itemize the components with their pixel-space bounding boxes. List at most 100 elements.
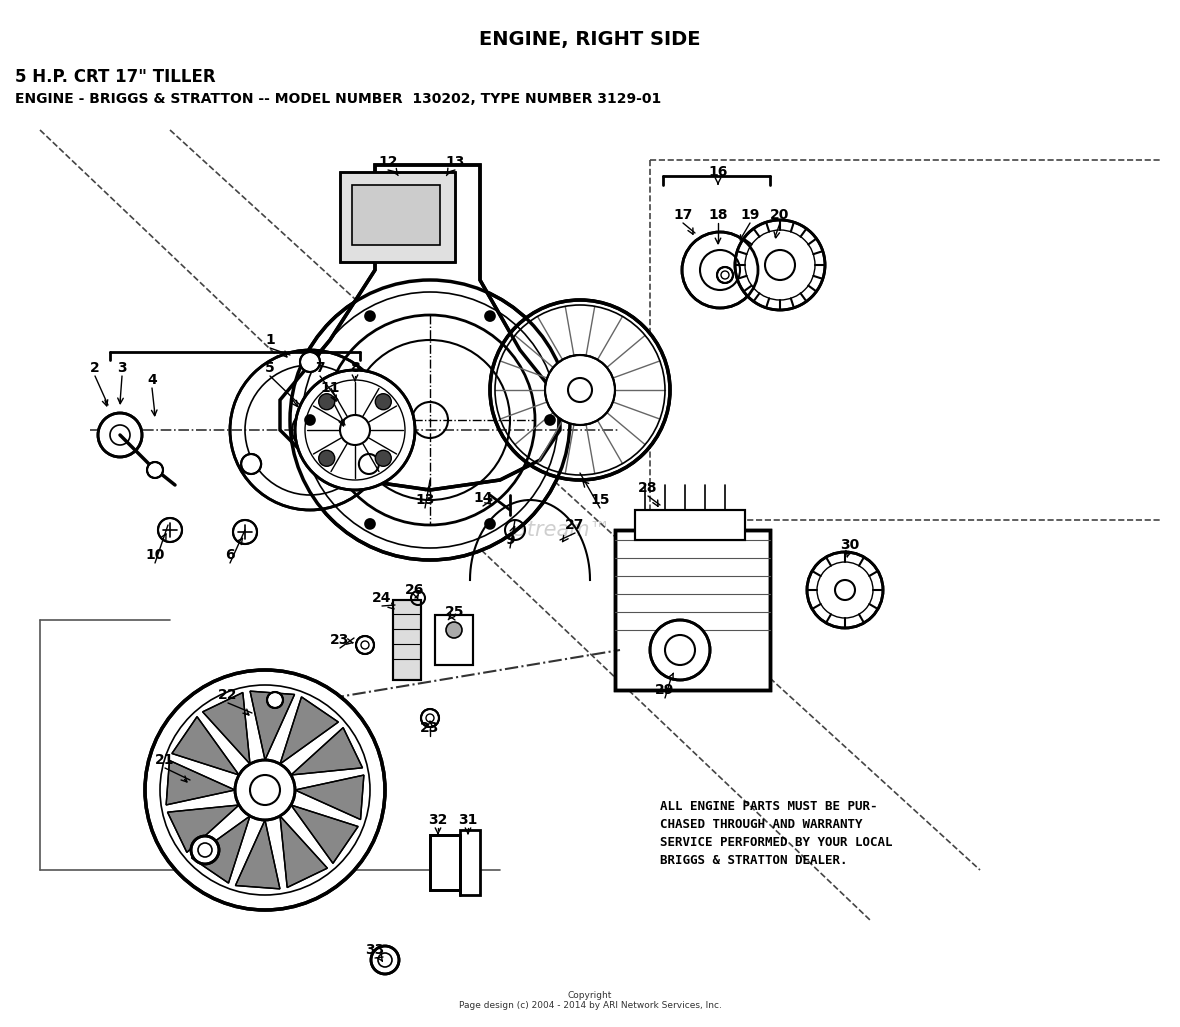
Polygon shape	[280, 816, 327, 887]
Circle shape	[319, 450, 335, 466]
Text: 23: 23	[420, 721, 440, 735]
Circle shape	[807, 551, 883, 627]
Circle shape	[485, 519, 494, 529]
Text: 20: 20	[771, 208, 789, 222]
Polygon shape	[191, 816, 250, 883]
Circle shape	[241, 454, 261, 474]
Circle shape	[158, 518, 182, 542]
Circle shape	[319, 393, 335, 410]
Bar	[615, 530, 771, 690]
Circle shape	[191, 836, 219, 864]
Text: 24: 24	[372, 591, 392, 605]
Bar	[435, 615, 473, 665]
Text: 3: 3	[117, 362, 126, 375]
Polygon shape	[172, 717, 240, 775]
Circle shape	[365, 311, 375, 321]
Circle shape	[145, 670, 385, 910]
Circle shape	[148, 462, 163, 478]
Text: Copyright
Page design (c) 2004 - 2014 by ARI Network Services, Inc.: Copyright Page design (c) 2004 - 2014 by…	[459, 991, 721, 1010]
Text: 7: 7	[315, 362, 324, 375]
Text: 6: 6	[225, 548, 235, 562]
Polygon shape	[280, 697, 339, 764]
Polygon shape	[291, 727, 362, 775]
Circle shape	[356, 636, 374, 654]
Polygon shape	[236, 820, 280, 889]
Text: ENGINE - BRIGGS & STRATTON -- MODEL NUMBER  130202, TYPE NUMBER 3129-01: ENGINE - BRIGGS & STRATTON -- MODEL NUMB…	[15, 92, 661, 106]
Bar	[340, 172, 455, 262]
Text: 9: 9	[505, 533, 514, 547]
Text: 11: 11	[320, 381, 340, 395]
Text: 8: 8	[350, 362, 360, 375]
Text: 5: 5	[266, 362, 275, 375]
Circle shape	[650, 620, 710, 680]
Circle shape	[235, 760, 295, 820]
Bar	[615, 530, 771, 690]
Text: 27: 27	[565, 518, 584, 532]
Circle shape	[421, 709, 439, 727]
Text: 25: 25	[445, 605, 465, 619]
Polygon shape	[250, 691, 295, 760]
Bar	[635, 510, 745, 540]
Circle shape	[545, 355, 615, 425]
Circle shape	[300, 352, 320, 372]
Bar	[430, 835, 460, 890]
Bar	[393, 600, 421, 680]
Text: 30: 30	[840, 538, 859, 551]
Circle shape	[295, 370, 415, 490]
Bar	[635, 510, 745, 540]
Bar	[435, 615, 473, 665]
Text: 4: 4	[148, 373, 157, 387]
Text: 21: 21	[156, 753, 175, 767]
Text: ARI PartStream™: ARI PartStream™	[430, 520, 610, 540]
Circle shape	[375, 450, 392, 466]
Text: 13: 13	[415, 493, 434, 507]
Circle shape	[290, 280, 570, 560]
Bar	[352, 185, 440, 245]
Text: 14: 14	[473, 491, 493, 505]
Text: 2: 2	[90, 362, 100, 375]
Text: 22: 22	[218, 688, 237, 702]
Polygon shape	[203, 692, 250, 764]
Text: 5 H.P. CRT 17" TILLER: 5 H.P. CRT 17" TILLER	[15, 68, 216, 86]
Circle shape	[365, 519, 375, 529]
Bar	[340, 172, 455, 262]
Text: 16: 16	[708, 165, 728, 179]
Polygon shape	[280, 165, 560, 490]
Bar	[430, 835, 460, 890]
Circle shape	[682, 232, 758, 308]
Circle shape	[490, 300, 670, 480]
Text: 18: 18	[708, 208, 728, 222]
Text: 23: 23	[330, 633, 349, 647]
Text: 31: 31	[458, 813, 478, 827]
Text: 13: 13	[445, 155, 465, 169]
Text: 17: 17	[674, 208, 693, 222]
Text: 15: 15	[590, 493, 610, 507]
Circle shape	[485, 311, 494, 321]
Text: ENGINE, RIGHT SIDE: ENGINE, RIGHT SIDE	[479, 30, 701, 49]
Circle shape	[359, 454, 379, 474]
Circle shape	[267, 692, 283, 708]
Text: 12: 12	[379, 155, 398, 169]
Circle shape	[232, 520, 257, 544]
Text: 26: 26	[405, 583, 425, 597]
Text: ALL ENGINE PARTS MUST BE PUR-
CHASED THROUGH AND WARRANTY
SERVICE PERFORMED BY Y: ALL ENGINE PARTS MUST BE PUR- CHASED THR…	[660, 800, 892, 867]
Polygon shape	[291, 805, 358, 864]
Polygon shape	[295, 775, 363, 820]
Bar	[460, 830, 480, 895]
Circle shape	[98, 413, 142, 457]
Text: 19: 19	[740, 208, 760, 222]
Text: 28: 28	[638, 481, 657, 495]
Circle shape	[375, 393, 392, 410]
Text: 29: 29	[655, 683, 675, 697]
Bar	[393, 600, 421, 680]
Circle shape	[371, 946, 399, 974]
Circle shape	[230, 350, 391, 510]
Circle shape	[304, 415, 315, 425]
Circle shape	[545, 415, 555, 425]
Text: 1: 1	[266, 333, 275, 347]
Polygon shape	[166, 760, 235, 805]
Polygon shape	[168, 805, 240, 852]
Text: 32: 32	[428, 813, 447, 827]
Text: 33: 33	[366, 943, 385, 957]
Circle shape	[735, 220, 825, 310]
